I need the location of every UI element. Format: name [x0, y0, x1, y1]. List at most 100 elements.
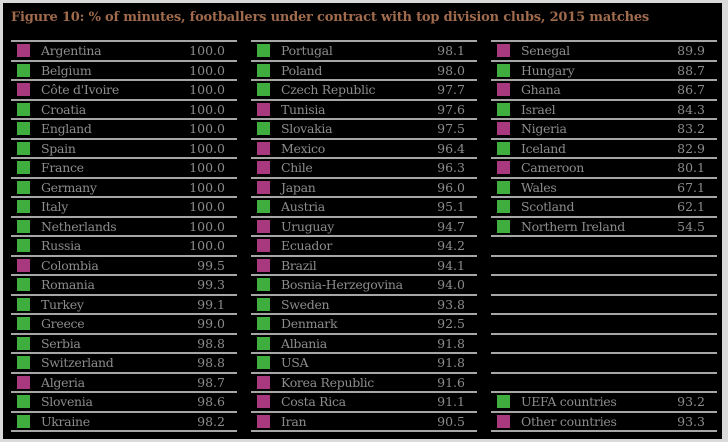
minutes-percent: 98.2 — [197, 413, 225, 429]
other-swatch-icon — [257, 395, 270, 408]
other-swatch-icon — [497, 122, 510, 135]
other-swatch-icon — [257, 414, 270, 428]
country-name: Tunisia — [281, 101, 326, 117]
country-name: Colombia — [41, 257, 99, 273]
table-row: Albania 91.8 — [251, 332, 477, 353]
table-row: Bosnia-Herzegovina 94.0 — [251, 274, 477, 294]
minutes-percent: 98.8 — [197, 355, 225, 370]
minutes-percent: 96.3 — [437, 160, 465, 175]
country-name: Cameroon — [521, 160, 584, 175]
other-swatch-icon — [257, 102, 270, 116]
country-name: Ghana — [521, 82, 561, 97]
uefa-swatch-icon — [497, 102, 510, 116]
country-name: Denmark — [281, 316, 338, 331]
table-row: Costa Rica 91.1 — [251, 391, 477, 411]
country-name: Hungary — [521, 62, 575, 78]
minutes-percent: 91.6 — [437, 374, 465, 390]
country-name: Ecuador — [281, 238, 333, 253]
country-name: Spain — [41, 140, 76, 156]
other-swatch-icon — [17, 83, 30, 96]
minutes-percent: 97.6 — [437, 101, 465, 117]
minutes-percent: 91.1 — [437, 394, 465, 409]
minutes-percent: 90.5 — [437, 413, 465, 429]
country-name: Japan — [281, 179, 316, 195]
uefa-swatch-icon — [497, 219, 510, 233]
table-row: UEFA countries 93.2 — [491, 391, 717, 411]
table-row — [491, 352, 717, 372]
table-row: Croatia 100.0 — [11, 98, 237, 119]
table-row: Slovakia 97.5 — [251, 118, 477, 138]
country-name: Ukraine — [41, 413, 90, 429]
country-name: Uruguay — [281, 218, 335, 234]
country-name: Belgium — [41, 62, 92, 78]
table-row: Mexico 96.4 — [251, 137, 477, 158]
minutes-percent: 100.0 — [189, 160, 225, 175]
country-name: Costa Rica — [281, 394, 346, 409]
minutes-percent: 100.0 — [189, 179, 225, 195]
minutes-percent: 100.0 — [189, 62, 225, 78]
table-row: Czech Republic 97.7 — [251, 79, 477, 99]
minutes-percent: 100.0 — [189, 218, 225, 234]
country-name: Mexico — [281, 140, 325, 156]
uefa-swatch-icon — [17, 297, 30, 311]
uefa-swatch-icon — [17, 200, 30, 213]
uefa-swatch-icon — [17, 102, 30, 116]
table-row: Belgium 100.0 — [11, 59, 237, 80]
uefa-swatch-icon — [257, 336, 270, 350]
country-name: Switzerland — [41, 355, 114, 370]
table-row: Uruguay 94.7 — [251, 215, 477, 236]
country-name: USA — [281, 355, 309, 370]
minutes-percent: 84.3 — [677, 101, 705, 117]
country-name: Sweden — [281, 296, 330, 312]
table-row: Italy 100.0 — [11, 196, 237, 216]
other-swatch-icon — [257, 258, 270, 272]
figure-title: Figure 10: % of minutes, footballers und… — [11, 10, 650, 25]
table-row — [491, 293, 717, 314]
country-name: Wales — [521, 179, 557, 195]
uefa-swatch-icon — [257, 278, 270, 291]
minutes-percent: 99.5 — [197, 257, 225, 273]
minutes-percent: 96.0 — [437, 179, 465, 195]
uefa-swatch-icon — [497, 200, 510, 213]
country-name: Brazil — [281, 257, 317, 273]
minutes-percent: 94.1 — [437, 257, 465, 273]
minutes-percent: 93.3 — [677, 413, 705, 429]
uefa-swatch-icon — [17, 356, 30, 369]
minutes-percent: 96.4 — [437, 140, 465, 156]
table-row: Scotland 62.1 — [491, 196, 717, 216]
table-row: Ukraine 98.2 — [11, 410, 237, 432]
uefa-swatch-icon — [17, 317, 30, 330]
minutes-percent: 88.7 — [677, 62, 705, 78]
uefa-swatch-icon — [17, 141, 30, 155]
uefa-swatch-icon — [17, 180, 30, 194]
minutes-percent: 98.8 — [197, 335, 225, 351]
country-name: Austria — [281, 199, 325, 214]
table-row: Romania 99.3 — [11, 274, 237, 294]
minutes-percent: 83.2 — [677, 121, 705, 136]
minutes-percent: 99.0 — [197, 316, 225, 331]
table-column-3: Senegal 89.9 Hungary 88.7 Ghana 86.7 Israel 84.… — [491, 40, 717, 432]
uefa-swatch-icon — [497, 180, 510, 194]
uefa-swatch-icon — [257, 200, 270, 213]
minutes-percent: 80.1 — [677, 160, 705, 175]
table-row: Hungary 88.7 — [491, 59, 717, 80]
minutes-percent: 99.3 — [197, 277, 225, 292]
table-row: Spain 100.0 — [11, 137, 237, 158]
other-swatch-icon — [257, 180, 270, 194]
other-swatch-icon — [257, 375, 270, 389]
table-row: Brazil 94.1 — [251, 254, 477, 275]
minutes-percent: 100.0 — [189, 101, 225, 117]
uefa-swatch-icon — [497, 141, 510, 155]
uefa-swatch-icon — [17, 395, 30, 408]
table-column-1: Argentina 100.0 Belgium 100.0 Côte d'Ivoire 1… — [11, 40, 237, 432]
uefa-swatch-icon — [17, 219, 30, 233]
table-column-2: Portugal 98.1 Poland 98.0 Czech Republic 97.7… — [251, 40, 477, 432]
uefa-swatch-icon — [17, 278, 30, 291]
minutes-percent: 93.8 — [437, 296, 465, 312]
country-name: Other countries — [521, 413, 617, 429]
other-swatch-icon — [17, 375, 30, 389]
minutes-percent: 54.5 — [677, 218, 705, 234]
country-name: Israel — [521, 101, 556, 117]
minutes-percent: 89.9 — [677, 43, 705, 58]
uefa-swatch-icon — [257, 317, 270, 330]
